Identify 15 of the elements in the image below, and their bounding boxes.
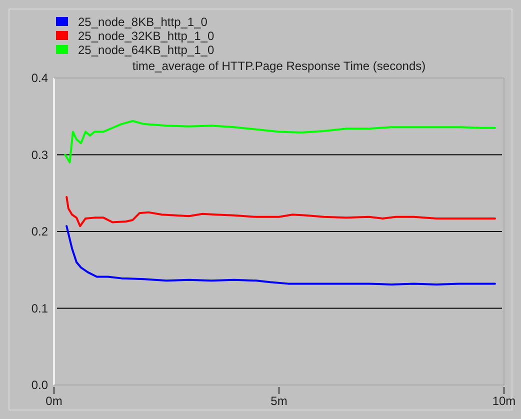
y-tick-label: 0.2 — [31, 224, 48, 239]
legend-label: 25_node_32KB_http_1_0 — [78, 29, 214, 43]
line-series — [66, 225, 496, 286]
y-tick-label: 0.0 — [31, 378, 48, 392]
chart-title: time_average of HTTP.Page Response Time (seconds) — [132, 59, 426, 73]
x-tick-label: 0m — [46, 394, 62, 408]
legend-label: 25_node_8KB_http_1_0 — [78, 15, 208, 29]
legend-label: 25_node_64KB_http_1_0 — [78, 43, 214, 57]
line-series — [66, 196, 496, 228]
y-tick-label: 0.4 — [31, 71, 48, 86]
line-series — [64, 120, 496, 164]
y-tick-label: 0.1 — [31, 301, 48, 316]
x-tick-label: 10m — [492, 394, 516, 408]
y-tick-label: 0.3 — [31, 148, 48, 162]
x-tick-label: 5m — [270, 394, 288, 408]
